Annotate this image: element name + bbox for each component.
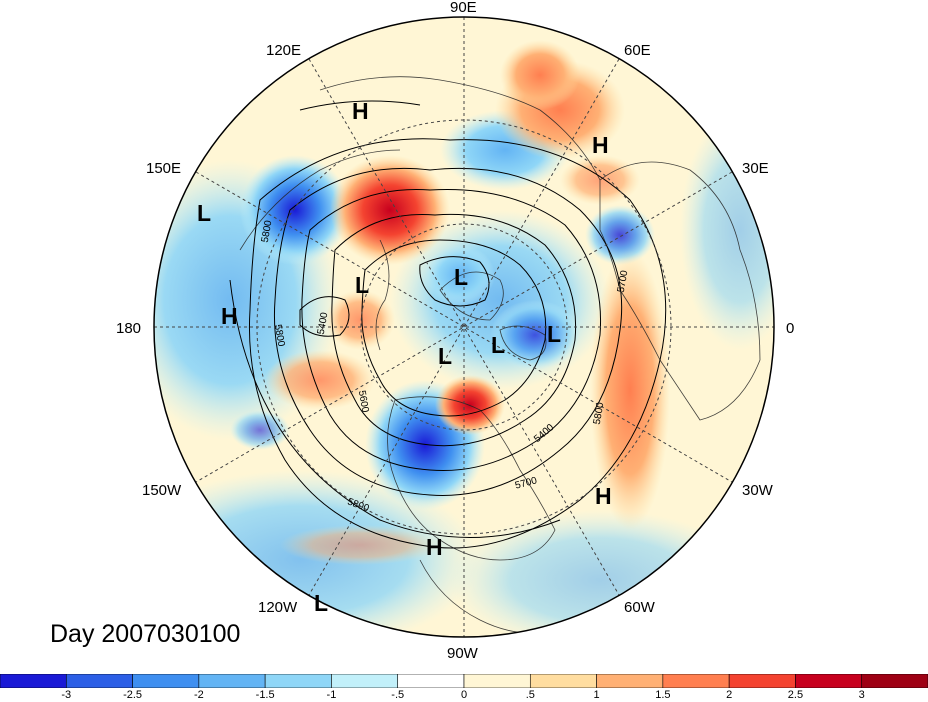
colorbar-tick-label: -2 bbox=[193, 689, 204, 701]
low-center-label: L bbox=[438, 343, 453, 369]
low-center-label: L bbox=[491, 332, 506, 358]
colorbar-tick-label: 1.5 bbox=[655, 689, 671, 701]
colorbar-tick-label: 1 bbox=[593, 689, 600, 701]
colorbar-tick-label: -.5 bbox=[391, 689, 405, 701]
high-center-label: H bbox=[352, 98, 369, 124]
colorbar-tick-label: -1.5 bbox=[255, 689, 275, 701]
graticule bbox=[154, 17, 774, 637]
colorbar-swatch bbox=[861, 674, 928, 688]
lon-label-60w: 60W bbox=[624, 599, 655, 616]
lon-label-60e: 60E bbox=[624, 42, 651, 59]
colorbar-swatch bbox=[529, 674, 597, 688]
lon-label-150w: 150W bbox=[142, 482, 182, 499]
colorbar-swatch bbox=[65, 674, 133, 688]
colorbar-swatch bbox=[795, 674, 863, 688]
colorbar-swatch bbox=[331, 674, 399, 688]
colorbar-swatch bbox=[662, 674, 730, 688]
low-center-label: L bbox=[314, 590, 329, 616]
colorbar bbox=[0, 674, 928, 688]
colorbar-tick-label: .5 bbox=[525, 689, 535, 701]
date-title: Day 2007030100 bbox=[50, 620, 241, 648]
colorbar-swatch bbox=[0, 674, 67, 688]
colorbar-swatch bbox=[397, 674, 465, 688]
low-center-label: L bbox=[547, 321, 562, 347]
height-contours bbox=[229, 100, 667, 549]
colorbar-tick-label: -2.5 bbox=[123, 689, 143, 701]
colorbar-tick-label: 0 bbox=[460, 689, 468, 701]
high-center-label: H bbox=[592, 132, 609, 158]
low-center-label: L bbox=[197, 200, 212, 226]
lon-label-30e: 30E bbox=[742, 160, 769, 177]
anomaly-field bbox=[154, 17, 774, 637]
colorbar-swatch bbox=[463, 674, 531, 688]
colorbar-tick-label: 2.5 bbox=[787, 689, 804, 701]
low-center-label: L bbox=[454, 264, 469, 290]
colorbar-swatch bbox=[264, 674, 332, 688]
colorbar-tick-label: -1 bbox=[326, 689, 337, 701]
colorbar-swatch bbox=[198, 674, 266, 688]
colorbar-tick-label: -3 bbox=[61, 689, 72, 701]
low-center-label: L bbox=[355, 272, 370, 298]
lon-label-90w: 90W bbox=[447, 645, 478, 662]
map-boundary bbox=[153, 16, 775, 638]
lon-label-120w: 120W bbox=[258, 599, 298, 616]
lon-label-30w: 30W bbox=[742, 482, 773, 499]
lon-label-150e: 150E bbox=[146, 160, 182, 177]
colorbar-swatch bbox=[596, 674, 664, 688]
lon-label-90e: 90E bbox=[450, 0, 477, 16]
lon-label-0: 0 bbox=[786, 320, 795, 337]
colorbar-swatch bbox=[132, 674, 200, 688]
high-center-label: H bbox=[221, 303, 238, 329]
high-center-label: H bbox=[595, 483, 612, 509]
high-center-label: H bbox=[426, 534, 443, 560]
lon-label-180: 180 bbox=[116, 320, 142, 337]
colorbar-tick-label: 2 bbox=[726, 689, 733, 701]
colorbar-swatch bbox=[728, 674, 796, 688]
lon-label-120e: 120E bbox=[266, 42, 302, 59]
colorbar-tick-label: 3 bbox=[858, 689, 865, 701]
